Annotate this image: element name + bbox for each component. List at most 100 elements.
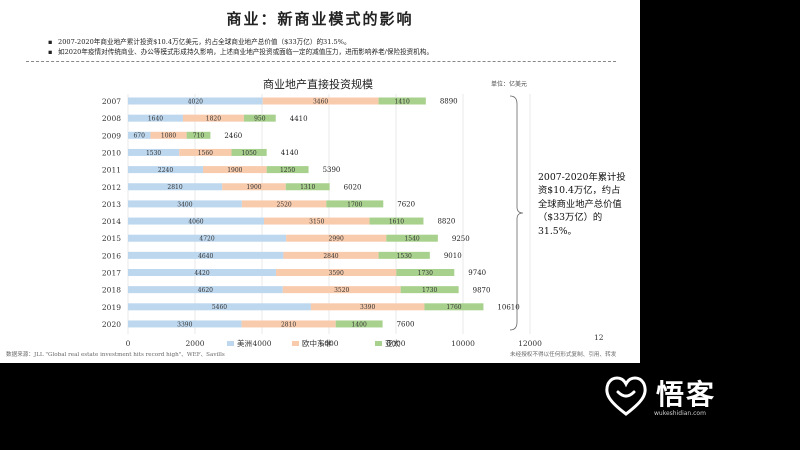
bar-value-label: 1530 [146,150,161,157]
bar-value-label: 1730 [418,270,433,277]
bar-total-label: 8890 [440,98,458,106]
x-tick-label: 10000 [451,339,475,348]
bar-segment [276,269,397,276]
bar-segment [128,234,287,242]
slide: 商业：新商业模式的影响 ▪ 2007-2020年商业地产累计投资$10.4万亿美元… [0,0,640,363]
unit-label: 单位：亿美元 [491,80,527,88]
bar-segment [128,200,242,208]
bar-segment [266,166,309,174]
bullet-marker: ▪ [48,48,53,56]
bar-value-label: 1560 [198,150,213,157]
bar-value-label: 5460 [212,304,227,311]
bar-value-label: 1080 [161,133,176,140]
bar-segment [262,97,379,105]
bar-value-label: 1900 [227,167,242,174]
summary-note: 2007-2020年累计投资$10.4万亿，约占全球商业地产总价值（$33万亿）… [538,172,626,237]
y-tick-label: 2010 [102,148,121,157]
bar-segment [182,114,244,122]
legend-swatch [375,341,382,346]
bar-segment [128,217,265,225]
bar-segment [326,200,384,208]
bar-value-label: 4720 [199,236,214,243]
bar-segment [231,148,267,156]
bar-segment [150,131,187,139]
bar-value-label: 1640 [148,116,163,123]
bar-value-label: 2990 [329,236,344,243]
y-tick-label: 2016 [102,251,121,260]
bar-segment [128,97,263,105]
y-tick-label: 2019 [102,303,121,312]
bar-value-label: 1540 [404,236,419,243]
y-tick-label: 2007 [102,97,121,106]
bar-segment [283,251,379,259]
bar-value-label: 1700 [347,201,362,208]
bar-segment [285,183,330,191]
legend-label: 美洲 [237,338,252,348]
bar-value-label: 2520 [276,201,291,208]
x-tick-label: 6000 [319,339,338,348]
bar-segment [128,166,204,174]
divider [26,61,616,62]
bar-segment [369,217,424,225]
bar-total-label: 9870 [473,286,491,294]
legend-label: 亚太 [385,338,400,348]
bar-total-label: 10610 [497,303,519,311]
bar-value-label: 1250 [280,167,295,174]
bar-segment [241,320,336,328]
bar-value-label: 1410 [395,98,410,105]
bar-segment [310,303,425,311]
bar-value-label: 1530 [397,253,412,260]
bar-value-label: 4420 [194,270,209,277]
chart-title: 商业地产直接投资规模 [263,77,373,91]
x-tick-label: 8000 [386,339,405,348]
bar-value-label: 950 [254,116,266,123]
bar-segment [128,286,283,294]
bullet-marker: ▪ [48,38,53,46]
bar-segment [286,234,387,242]
x-tick-label: 4000 [252,339,271,348]
bar-segment [128,320,242,328]
bar-total-label: 9740 [468,269,486,277]
bar-value-label: 4060 [188,218,203,225]
bar-value-label: 3520 [334,287,349,294]
bar-segment [335,320,383,328]
bar-value-label: 1900 [246,184,261,191]
bar-total-label: 5390 [323,166,341,174]
bar-value-label: 1400 [352,321,367,328]
logo-subtext: wukeshidian.com [654,410,706,417]
bar-value-label: 670 [133,133,145,140]
bar-segment [400,286,459,294]
bar-segment [282,286,401,294]
y-tick-label: 2012 [102,183,121,192]
logo-text: 悟客 [656,378,717,411]
bar-total-label: 9010 [444,252,462,260]
bar-total-label: 6020 [344,183,362,191]
y-tick-label: 2011 [102,166,121,175]
source-footnote: 数据来源：JLL "Global real estate investment … [6,352,225,358]
bar-segment [378,97,426,105]
bar-value-label: 4620 [198,287,213,294]
bar-value-label: 2810 [167,184,182,191]
bar-segment [386,234,438,242]
bullet-item: ▪ 2007-2020年商业地产累计投资$10.4万亿美元，约占全球商业地产总价值… [48,37,608,47]
bar-segment [396,269,455,276]
heart-logo-icon [605,376,647,416]
bar-value-label: 1760 [446,304,461,311]
bar-segment [241,200,327,208]
bar-segment [128,303,311,311]
y-tick-label: 2008 [102,114,121,123]
bar-segment [378,251,430,259]
y-tick-label: 2020 [102,320,121,329]
bar-total-label: 7620 [397,201,415,209]
bullet-text: 2007-2020年商业地产累计投资$10.4万亿美元，约占全球商业地产总价值（… [58,38,351,46]
bar-value-label: 2810 [281,321,296,328]
legend-label: 欧中东非 [302,338,332,348]
bar-value-label: 3150 [309,218,324,225]
bar-segment [264,217,370,225]
bar-value-label: 710 [193,133,205,140]
bar-total-label: 4410 [290,115,308,123]
stacked-bar-chart: 商业地产直接投资规模 单位：亿美元 0 2000 4000 6000 8000 10000 12… [102,77,542,348]
bracket [509,95,524,331]
bar-segment [128,114,183,122]
bar-segment [128,131,151,139]
